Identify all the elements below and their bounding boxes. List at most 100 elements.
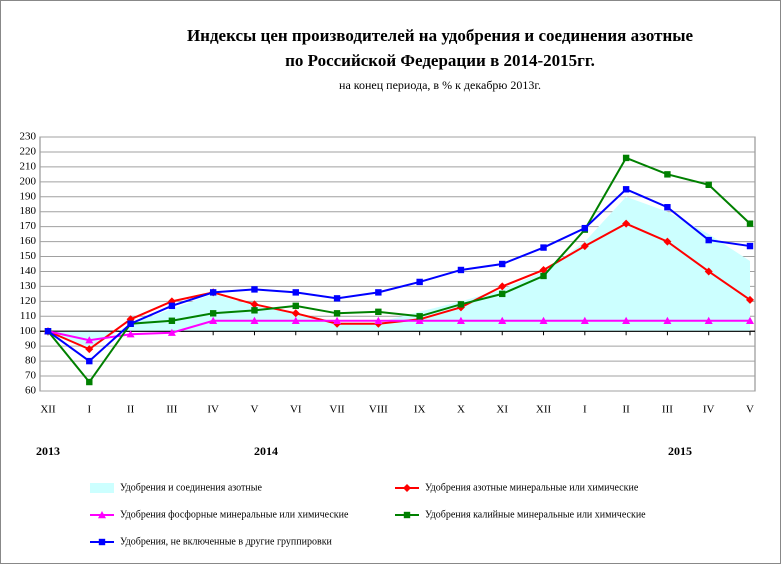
x-tick-label: II: [127, 404, 135, 416]
x-tick-label: VII: [329, 404, 345, 416]
x-tick-label: III: [166, 404, 177, 416]
point: [98, 511, 106, 519]
point: [746, 316, 754, 324]
chart-title: по Российской Федерации в 2014-2015гг.: [285, 51, 595, 70]
point: [86, 378, 93, 386]
y-tick-label: 110: [20, 310, 37, 322]
point: [333, 310, 341, 317]
point: [498, 282, 507, 291]
area: [48, 196, 750, 350]
point: [498, 316, 507, 324]
point: [209, 289, 217, 296]
point: [416, 313, 423, 320]
point: [375, 289, 382, 296]
x-tick-label: II: [622, 404, 630, 416]
point: [622, 186, 630, 193]
y-tick-label: 180: [20, 205, 37, 217]
x-tick-label: XII: [536, 404, 552, 416]
line: [47, 188, 751, 363]
point: [664, 171, 671, 178]
point: [499, 290, 506, 298]
y-tick-label: 160: [20, 235, 37, 247]
point: [415, 316, 424, 324]
year-label: 2013: [36, 444, 60, 458]
point: [167, 328, 176, 336]
point: [168, 317, 176, 324]
point: [98, 538, 106, 546]
point: [292, 289, 299, 296]
point: [85, 336, 94, 344]
point: [374, 316, 383, 324]
legend-label: Удобрения азотные минеральные или химиче…: [425, 482, 639, 493]
point: [250, 316, 259, 324]
year-label: 2015: [668, 444, 692, 458]
point: [705, 181, 712, 189]
x-tick-label: X: [457, 404, 465, 416]
point: [704, 267, 713, 276]
point: [291, 316, 300, 324]
point: [375, 308, 382, 316]
point: [292, 302, 299, 310]
y-tick-label: 150: [20, 250, 37, 262]
legend-swatch: [90, 483, 114, 493]
point: [580, 316, 589, 324]
point: [663, 237, 672, 246]
y-tick-label: 90: [25, 340, 37, 352]
point: [251, 286, 258, 293]
point: [416, 278, 423, 286]
x-tick-label: IV: [703, 404, 715, 416]
point: [457, 301, 465, 308]
point: [664, 204, 671, 211]
y-tick-label: 140: [20, 265, 37, 277]
y-tick-label: 190: [20, 190, 37, 202]
point: [622, 316, 631, 324]
point: [580, 242, 589, 251]
point: [168, 302, 176, 310]
x-tick-label: XII: [40, 404, 56, 416]
point: [126, 330, 135, 338]
point: [456, 316, 465, 324]
point: [539, 265, 548, 274]
point: [581, 224, 589, 232]
point: [209, 316, 218, 324]
y-tick-label: 70: [25, 370, 37, 382]
x-tick-label: VI: [290, 404, 302, 416]
point: [127, 320, 134, 327]
point: [705, 236, 712, 244]
y-tick-label: 60: [25, 385, 37, 397]
point: [457, 266, 465, 274]
x-tick-label: XI: [496, 404, 508, 416]
point: [704, 316, 713, 324]
point: [85, 345, 94, 354]
point: [540, 272, 547, 280]
y-tick-label: 230: [20, 131, 37, 143]
x-tick-label: I: [87, 404, 91, 416]
point: [499, 260, 506, 268]
x-tick-label: V: [250, 404, 258, 416]
x-tick-label: IX: [414, 404, 426, 416]
x-tick-label: VIII: [369, 404, 388, 416]
x-tick-label: V: [746, 404, 754, 416]
point: [540, 244, 547, 251]
point: [333, 316, 342, 324]
point: [403, 484, 411, 492]
y-tick-label: 80: [25, 355, 37, 367]
point: [209, 310, 217, 317]
y-tick-label: 200: [20, 175, 37, 187]
point: [622, 219, 631, 228]
y-tick-label: 130: [20, 280, 37, 292]
legend-label: Удобрения, не включенные в другие группи…: [120, 536, 333, 547]
point: [663, 316, 672, 324]
chart-subtitle: на конец периода, в % к декабрю 2013г.: [339, 78, 541, 92]
point: [291, 309, 300, 318]
point: [746, 242, 754, 250]
line: [47, 156, 751, 384]
y-tick-label: 220: [20, 145, 37, 157]
point: [622, 154, 630, 162]
x-tick-label: I: [583, 404, 587, 416]
x-tick-label: IV: [207, 404, 219, 416]
point: [86, 357, 93, 365]
y-tick-label: 210: [20, 160, 37, 172]
point: [539, 316, 548, 324]
point: [746, 220, 754, 227]
